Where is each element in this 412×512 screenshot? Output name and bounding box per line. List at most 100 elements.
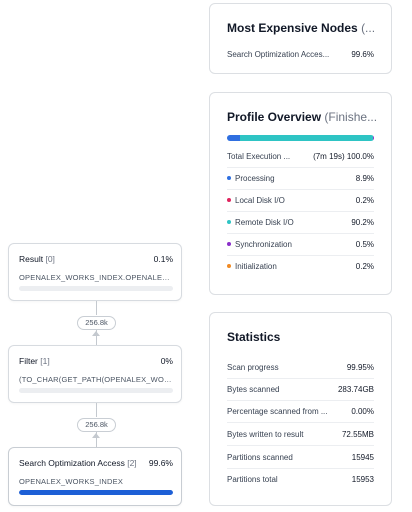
breakdown-segment-remote-disk-io [240,135,373,141]
row-label: Scan progress [227,362,279,372]
node-percent: 0.1% [153,254,173,264]
row-label: Search Optimization Acces... [227,49,330,59]
panel-title: Statistics [227,330,281,344]
statistics-panel: Statistics Scan progress 99.95% Bytes sc… [209,312,392,506]
row-value: 99.6% [351,49,374,59]
edge-arrow-icon [92,331,100,336]
node-detail: OPENALEX_WORKS_INDEX.OPENALEX_... [19,273,173,282]
row-value: 15945 [351,452,374,462]
total-execution-row: Total Execution ... (7m 19s) 100.0% [227,145,374,168]
edge-line [96,301,97,315]
panel-title-suffix: (... [361,21,376,35]
node-title: Result [0] [19,254,55,264]
edge-line [96,432,97,447]
stat-row-scan-progress: Scan progress 99.95% [227,356,374,379]
edge-line [96,330,97,345]
node-index: [1] [40,356,50,366]
node-header: Result [0] 0.1% [19,254,173,264]
row-label: Remote Disk I/O [227,218,300,227]
breakdown-segment-synchronization [372,135,374,141]
overview-row-remote-disk-io[interactable]: Remote Disk I/O 90.2% [227,211,374,234]
overview-row-local-disk-io[interactable]: Local Disk I/O 0.2% [227,189,374,212]
panel-title: Most Expensive Nodes (... [227,21,381,35]
row-value: 0.5% [355,239,374,249]
row-label-text: Initialization [235,261,277,271]
node-progress-fill [19,490,173,495]
row-label: Percentage scanned from ... [227,406,328,416]
node-percent: 99.6% [148,458,173,468]
synchronization-dot-icon [227,242,231,247]
local-disk-dot-icon [227,198,231,203]
edge-line [96,403,97,417]
panel-title-suffix: (Finishe... [324,110,378,124]
processing-dot-icon [227,176,231,181]
row-label: Bytes scanned [227,384,280,394]
row-label-text: Processing [235,173,275,183]
operator-node-search-optimization-access[interactable]: Search Optimization Access [2] 99.6% OPE… [8,447,182,506]
node-detail: (TO_CHAR(GET_PATH(OPENALEX_WOR... [19,375,173,384]
node-header: Search Optimization Access [2] 99.6% [19,458,173,468]
edge-arrow-icon [92,433,100,438]
row-value: 72.55MB [341,429,374,439]
execution-time-breakdown-bar [227,135,374,141]
row-value: 283.74GB [337,384,374,394]
stat-row-partitions-total: Partitions total 15953 [227,468,374,490]
node-header: Filter [1] 0% [19,356,173,366]
node-name: Search Optimization Access [19,458,125,468]
total-execution-label: Total Execution ... [227,151,291,161]
panel-title: Profile Overview (Finishe... [227,110,381,124]
profile-overview-panel: Profile Overview (Finishe... Total Execu… [209,92,392,295]
row-label: Total Execution ... [227,152,296,161]
row-label: Processing [227,174,281,183]
stat-row-bytes-scanned: Bytes scanned 283.74GB [227,378,374,401]
initialization-dot-icon [227,264,231,269]
overview-row-initialization[interactable]: Initialization 0.2% [227,255,374,277]
stat-row-bytes-written: Bytes written to result 72.55MB [227,423,374,446]
operator-node-filter[interactable]: Filter [1] 0% (TO_CHAR(GET_PATH(OPENALEX… [8,345,182,403]
expensive-node-row[interactable]: Search Optimization Acces... 99.6% [227,43,374,65]
row-label: Local Disk I/O [227,196,291,205]
breakdown-segment-processing [227,135,241,141]
stat-row-partitions-scanned: Partitions scanned 15945 [227,446,374,469]
row-value: 0.2% [355,195,374,205]
operator-node-result[interactable]: Result [0] 0.1% OPENALEX_WORKS_INDEX.OPE… [8,243,182,301]
panel-title-text: Most Expensive Nodes [227,21,358,35]
row-value: (7m 19s) 100.0% [313,152,374,161]
edge-row-count[interactable]: 256.8k [77,316,116,330]
row-label: Initialization [227,262,283,271]
overview-row-processing[interactable]: Processing 8.9% [227,167,374,190]
edge-row-count[interactable]: 256.8k [77,418,116,432]
node-detail: OPENALEX_WORKS_INDEX [19,477,124,486]
row-label: Partitions scanned [227,452,293,462]
node-title: Filter [1] [19,356,50,366]
row-value: 8.9% [355,173,374,183]
node-name: Result [19,254,44,264]
row-label: Synchronization [227,240,298,249]
row-value: 15953 [351,474,374,484]
total-execution-percent: 100.0% [346,151,374,161]
row-label: Bytes written to result [227,429,304,439]
row-label-text: Remote Disk I/O [235,217,294,227]
most-expensive-nodes-panel: Most Expensive Nodes (... Search Optimiz… [209,3,392,74]
overview-row-synchronization[interactable]: Synchronization 0.5% [227,233,374,256]
row-value: 0.2% [355,261,374,271]
row-label-text: Synchronization [235,239,292,249]
node-index: [2] [127,458,137,468]
row-value: 0.00% [351,406,374,416]
node-percent: 0% [160,356,173,366]
node-progress-bar [19,286,173,291]
node-name: Filter [19,356,38,366]
row-value: 90.2% [351,217,374,227]
node-index: [0] [45,254,55,264]
row-label-text: Local Disk I/O [235,195,285,205]
row-value: 99.95% [346,362,374,372]
node-title: Search Optimization Access [2] [19,458,137,468]
remote-disk-dot-icon [227,220,231,225]
panel-title-text: Profile Overview [227,110,322,124]
node-progress-bar [19,490,173,495]
total-execution-duration: (7m 19s) [313,151,345,161]
stat-row-percentage-scanned: Percentage scanned from ... 0.00% [227,400,374,423]
node-progress-bar [19,388,173,393]
row-label: Partitions total [227,474,278,484]
